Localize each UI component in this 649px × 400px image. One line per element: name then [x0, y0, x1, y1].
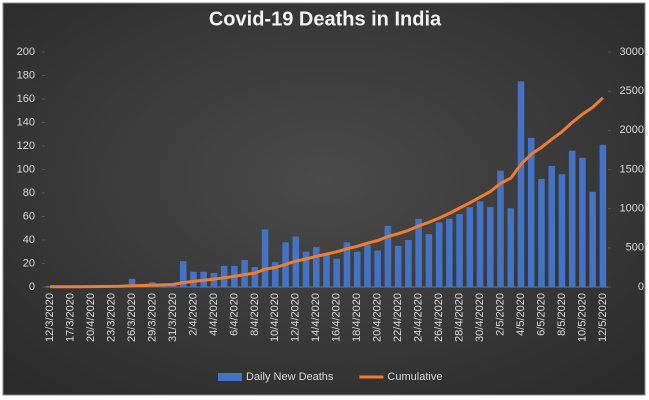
x-tick-label: 28/4/2020: [453, 293, 465, 342]
bar: [384, 225, 392, 287]
x-tick-label: 10/4/2020: [269, 293, 281, 342]
y-tick-label: 80: [23, 187, 35, 199]
x-tick-label: 6/5/2020: [535, 293, 547, 336]
bar: [548, 165, 555, 287]
bar: [128, 278, 136, 287]
x-tick-label: 30/4/2020: [474, 293, 486, 342]
x-tick-label: 17/3/2020: [64, 293, 76, 342]
x-tick-label: 12/5/2020: [597, 293, 609, 342]
x-tick-label: 22/4/2020: [392, 293, 404, 342]
y-tick-label: 160: [17, 93, 35, 105]
bar: [190, 271, 197, 287]
legend-label: Cumulative: [387, 371, 442, 383]
x-tick-label: 26/4/2020: [433, 293, 445, 342]
bar: [425, 234, 433, 287]
x-tick-label: 2/5/2020: [494, 293, 506, 336]
bar: [497, 170, 504, 287]
y-tick-label: 60: [23, 210, 35, 222]
y2-tick-label: 1500: [620, 163, 644, 175]
y2-tick-label: 2500: [620, 85, 644, 97]
chart-title: Covid-19 Deaths in India: [209, 8, 442, 30]
legend-label: Daily New Deaths: [246, 371, 334, 383]
bar: [415, 218, 422, 287]
x-tick-label: 12/4/2020: [290, 293, 302, 342]
y2-tick-label: 1000: [620, 203, 644, 215]
x-tick-label: 4/5/2020: [515, 293, 527, 336]
x-tick-label: 12/3/2020: [44, 293, 56, 342]
x-tick-label: 4/4/2020: [208, 293, 220, 336]
legend-swatch: [218, 373, 242, 381]
x-tick-label: 20/4/2020: [85, 293, 97, 342]
chart-background: [2, 2, 646, 396]
bar: [579, 157, 586, 287]
bar: [517, 81, 525, 287]
bar: [476, 201, 484, 287]
x-tick-label: 8/5/2020: [556, 293, 568, 336]
y-tick-label: 120: [17, 140, 35, 152]
y-tick-label: 100: [17, 163, 35, 175]
x-tick-label: 2/4/2020: [187, 293, 199, 336]
x-tick-label: 18/4/2020: [351, 293, 363, 342]
x-tick-label: 16/4/2020: [331, 293, 343, 342]
bar: [527, 137, 535, 287]
y2-tick-label: 2000: [620, 124, 644, 136]
bar: [374, 250, 381, 287]
bar: [312, 247, 320, 287]
line: [50, 96, 604, 289]
x-tick-label: 31/3/2020: [167, 293, 179, 342]
bar: [251, 267, 259, 287]
y-tick-label: 40: [23, 234, 35, 246]
bar: [446, 218, 453, 287]
bar: [323, 254, 330, 287]
y-tick-label: 140: [17, 116, 35, 128]
bar: [456, 214, 463, 287]
bar: [538, 178, 545, 287]
y2-tick-label: 500: [626, 242, 644, 254]
bar: [364, 244, 371, 287]
y-tick-label: 20: [23, 257, 35, 269]
x-tick-label: 24/4/2020: [413, 293, 425, 342]
bar: [599, 144, 607, 287]
x-tick-label: 26/3/2020: [126, 293, 138, 342]
bar: [394, 245, 402, 287]
bar: [272, 262, 279, 287]
y-tick-label: 180: [17, 69, 35, 81]
bar: [353, 251, 361, 287]
x-tick-label: 6/4/2020: [228, 293, 240, 336]
bar: [333, 258, 341, 287]
x-tick-label: 8/4/2020: [249, 293, 261, 336]
bar: [507, 208, 515, 287]
y-tick-label: 200: [17, 46, 35, 58]
x-tick-label: 10/5/2020: [576, 293, 588, 342]
bar: [568, 150, 576, 287]
bar: [435, 222, 443, 287]
bar: [302, 251, 310, 287]
bar: [343, 242, 351, 287]
y-tick-label: 0: [29, 281, 35, 293]
y2-tick-label: 0: [638, 281, 644, 293]
bar: [261, 229, 269, 287]
bar: [405, 240, 412, 287]
x-tick-label: 29/3/2020: [146, 293, 158, 342]
bar: [179, 261, 187, 287]
x-tick-label: 20/4/2020: [372, 293, 384, 342]
bar: [558, 174, 566, 287]
x-tick-label: 23/3/2020: [105, 293, 117, 342]
bar: [466, 207, 474, 287]
bar: [487, 207, 494, 287]
bar: [589, 191, 596, 287]
x-tick-label: 14/4/2020: [310, 293, 322, 342]
y2-tick-label: 3000: [620, 46, 644, 58]
